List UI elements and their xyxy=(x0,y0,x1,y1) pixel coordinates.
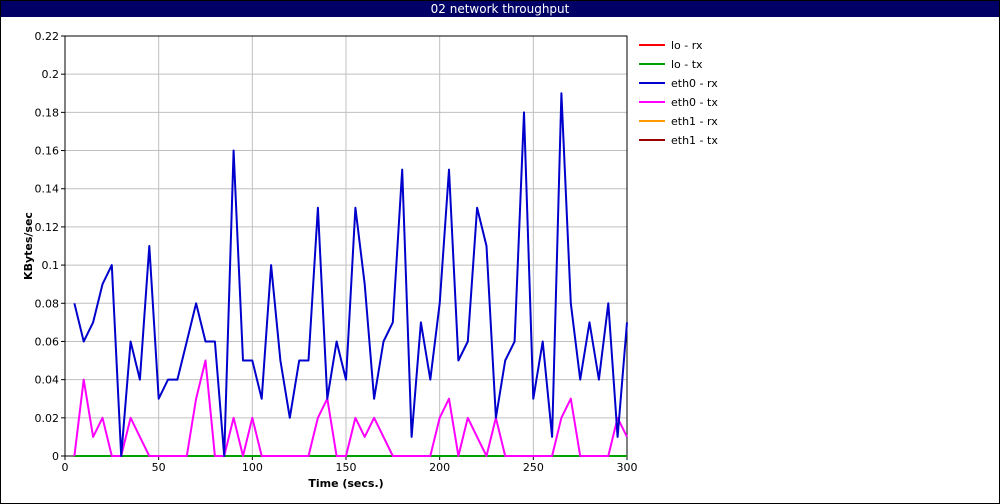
legend-label-eth0-tx: eth0 - tx xyxy=(671,96,718,109)
x-tick-label: 50 xyxy=(152,461,166,474)
legend-label-eth1-rx: eth1 - rx xyxy=(671,115,718,128)
x-tick-label: 200 xyxy=(429,461,450,474)
series-line-eth0-rx xyxy=(73,92,628,457)
x-axis-label: Time (secs.) xyxy=(308,477,383,490)
window-title: 02 network throughput xyxy=(1,1,999,17)
x-tick-label: 0 xyxy=(62,461,69,474)
x-tick-label: 250 xyxy=(523,461,544,474)
y-tick-label: 0.16 xyxy=(35,145,60,158)
series-lines xyxy=(73,92,628,457)
y-tick-label: 0.02 xyxy=(35,412,60,425)
y-tick-label: 0.14 xyxy=(35,183,60,196)
y-tick-label: 0.12 xyxy=(35,221,60,234)
legend: lo - rx lo - tx eth0 - rx eth0 - tx eth1 - r… xyxy=(639,39,718,147)
axis-ticks: 0 0.02 0.04 0.06 0.08 0.1 0.12 0.14 0.16 0.18 0.2 0… xyxy=(35,30,638,474)
y-tick-label: 0.2 xyxy=(42,68,60,81)
y-tick-label: 0.1 xyxy=(42,259,60,272)
y-tick-label: 0.08 xyxy=(35,297,60,310)
y-tick-label: 0.04 xyxy=(35,374,60,387)
legend-label-eth0-rx: eth0 - rx xyxy=(671,77,718,90)
x-tick-label: 100 xyxy=(242,461,263,474)
y-tick-label: 0.18 xyxy=(35,106,60,119)
y-tick-label: 0 xyxy=(52,450,59,463)
x-tick-label: 150 xyxy=(336,461,357,474)
y-tick-label: 0.22 xyxy=(35,30,60,43)
legend-label-lo-tx: lo - tx xyxy=(671,58,703,71)
y-tick-label: 0.06 xyxy=(35,335,60,348)
legend-label-eth1-tx: eth1 - tx xyxy=(671,134,718,147)
y-axis-label: KBytes/sec xyxy=(22,212,35,280)
legend-label-lo-rx: lo - rx xyxy=(671,39,703,52)
series-line-eth0-tx xyxy=(73,359,628,457)
x-tick-label: 300 xyxy=(617,461,638,474)
